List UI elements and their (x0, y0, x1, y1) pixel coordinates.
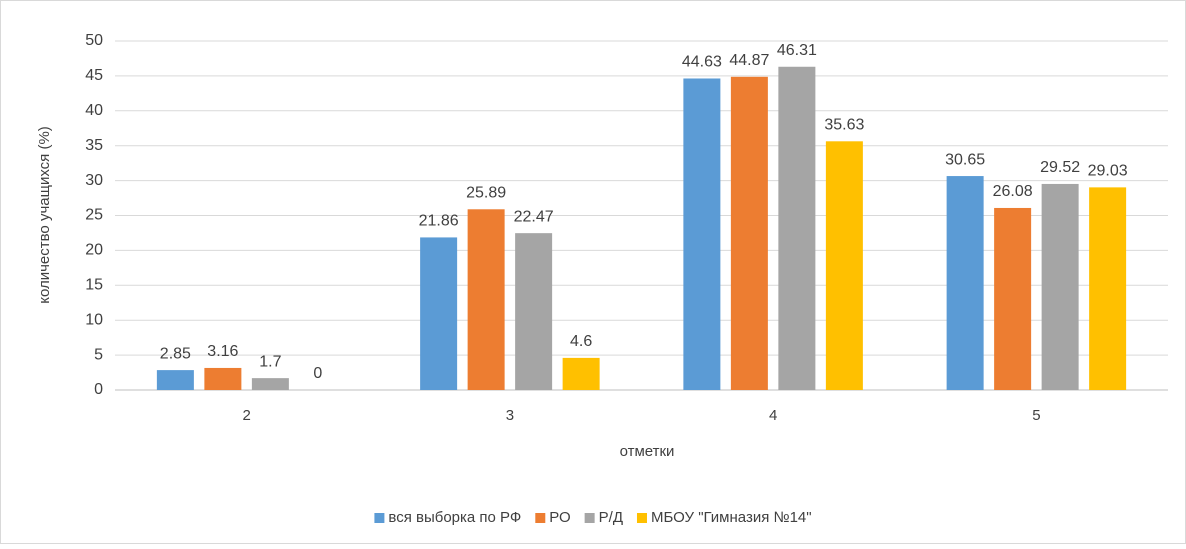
data-label: 44.87 (729, 52, 769, 69)
y-tick-label: 5 (94, 346, 103, 363)
x-axis-title: отметки (620, 443, 675, 460)
y-tick-label: 10 (85, 311, 103, 328)
bar (204, 367, 242, 390)
data-label: 3.16 (207, 343, 238, 360)
data-label: 29.03 (1088, 163, 1128, 180)
bar (156, 370, 194, 390)
x-tick-label: 5 (1032, 407, 1040, 424)
legend-label: МБОУ "Гимназия №14" (651, 509, 812, 526)
bar (778, 66, 816, 391)
y-tick-label: 15 (85, 277, 103, 294)
y-tick-label: 50 (85, 32, 103, 49)
bar (683, 78, 721, 390)
legend-label: Р/Д (599, 509, 623, 526)
data-label: 0 (313, 365, 322, 382)
y-tick-label: 40 (85, 102, 103, 119)
bar (420, 237, 458, 390)
bar (1089, 187, 1127, 390)
y-tick-label: 0 (94, 381, 103, 398)
x-tick-label: 3 (506, 407, 514, 424)
data-label: 21.86 (419, 213, 459, 230)
data-label: 44.63 (682, 54, 722, 71)
data-label: 29.52 (1040, 159, 1080, 176)
bar (251, 378, 289, 390)
y-tick-label: 30 (85, 172, 103, 189)
data-label: 30.65 (945, 151, 985, 168)
data-label: 25.89 (466, 185, 506, 202)
y-tick-label: 35 (85, 137, 103, 154)
x-tick-label: 4 (769, 407, 777, 424)
data-label: 2.85 (160, 345, 191, 362)
x-tick-label: 2 (242, 407, 250, 424)
y-axis-title: количество учащихся (%) (36, 126, 53, 304)
legend-swatch (374, 513, 385, 523)
legend-swatch (636, 513, 647, 523)
legend-label: вся выборка по РФ (388, 509, 521, 526)
data-label: 22.47 (514, 208, 554, 225)
data-label: 35.63 (824, 117, 864, 134)
bar (730, 76, 768, 390)
legend-swatch (535, 513, 546, 523)
bar (562, 357, 600, 390)
legend-swatch (584, 513, 595, 523)
bar (467, 209, 505, 390)
legend-label: РО (549, 509, 570, 526)
bar (994, 207, 1032, 390)
y-tick-label: 20 (85, 242, 103, 259)
bar (1041, 183, 1079, 390)
y-tick-label: 45 (85, 67, 103, 84)
data-label: 1.7 (259, 353, 281, 370)
data-label: 26.08 (993, 183, 1033, 200)
data-label: 46.31 (777, 42, 817, 59)
data-label: 4.6 (570, 333, 592, 350)
bar (825, 141, 863, 390)
y-tick-label: 25 (85, 207, 103, 224)
bar (515, 233, 553, 390)
bar (946, 176, 984, 390)
